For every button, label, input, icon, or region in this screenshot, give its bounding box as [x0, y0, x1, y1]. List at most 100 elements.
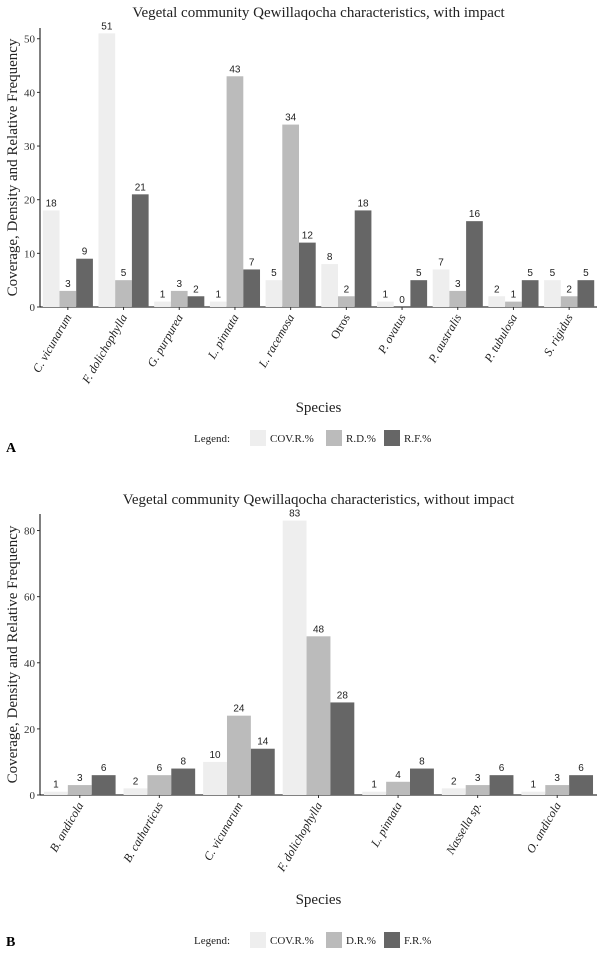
x-tick-label: P. ovatus [374, 311, 408, 356]
data-label: 12 [302, 231, 314, 242]
legend-item-label: R.F.% [404, 433, 431, 445]
data-label: 2 [451, 776, 457, 787]
bar [306, 636, 331, 795]
legend-swatch [250, 932, 266, 948]
data-label: 8 [419, 757, 425, 768]
bar [299, 242, 316, 307]
bar [577, 280, 595, 307]
bar [386, 781, 411, 795]
bar [171, 768, 196, 795]
data-label: 6 [157, 763, 163, 774]
data-label: 7 [249, 257, 255, 268]
bar [489, 775, 514, 795]
bar [362, 791, 387, 795]
bar [545, 785, 570, 795]
legend-swatch [250, 430, 266, 446]
data-label: 83 [289, 509, 301, 520]
bar [203, 761, 227, 795]
y-tick-label: 60 [24, 592, 36, 604]
data-label: 10 [209, 750, 221, 761]
bar [170, 290, 188, 307]
bar [115, 280, 132, 307]
bar [131, 194, 149, 307]
x-tick-label: L. pinnata [204, 312, 241, 363]
data-label: 0 [399, 295, 405, 306]
legend-swatch [384, 932, 400, 948]
bar [243, 269, 261, 307]
data-label: 1 [160, 290, 166, 301]
data-label: 8 [180, 757, 186, 768]
data-label: 48 [313, 624, 325, 635]
bar [123, 788, 148, 795]
data-label: 5 [527, 268, 533, 279]
bar [42, 210, 60, 307]
x-tick-label: C. vicunarum [201, 799, 246, 863]
x-tick-label: S. rigidus [541, 311, 576, 358]
x-tick-label: F. dolichophylla [79, 312, 131, 387]
data-label: 3 [455, 279, 461, 290]
panel-label: B [6, 935, 15, 950]
data-label: 2 [566, 284, 572, 295]
bar [250, 748, 275, 795]
x-tick-label: C. vicunarum [30, 311, 75, 375]
bar [265, 280, 283, 307]
bar [544, 280, 561, 307]
bar [466, 221, 483, 307]
data-label: 21 [135, 182, 147, 193]
data-label: 5 [550, 268, 556, 279]
data-label: 28 [337, 690, 349, 701]
data-label: 4 [395, 770, 401, 781]
data-label: 18 [357, 198, 369, 209]
x-axis-label: Species [296, 400, 342, 416]
data-label: 3 [554, 773, 560, 784]
y-tick-label: 30 [24, 141, 36, 153]
x-tick-label: G. purpurea [144, 312, 186, 370]
bar [91, 775, 116, 795]
bar [354, 210, 372, 307]
legend-swatch [326, 430, 342, 446]
bar [209, 301, 227, 307]
data-label: 51 [101, 21, 113, 32]
x-tick-label: L. pinnata [367, 800, 404, 851]
bar [226, 715, 251, 795]
bar [59, 290, 77, 307]
data-label: 1 [383, 290, 389, 301]
data-label: 16 [469, 209, 481, 220]
legend-title: Legend: [194, 433, 230, 445]
data-label: 18 [46, 198, 58, 209]
data-label: 3 [475, 773, 481, 784]
bar [441, 788, 466, 795]
y-tick-label: 20 [24, 195, 36, 207]
data-label: 6 [578, 763, 584, 774]
bar [154, 301, 171, 307]
bar [330, 702, 355, 795]
bar [282, 124, 300, 307]
bar [449, 290, 467, 307]
data-label: 34 [285, 113, 297, 124]
bar [282, 520, 307, 795]
data-label: 1 [511, 290, 517, 301]
x-tick-label: B. catharticus [120, 799, 166, 865]
chart-title: Vegetal community Qewillaqocha character… [123, 492, 515, 508]
legend-item-label: D.R.% [346, 935, 376, 947]
data-label: 5 [121, 268, 127, 279]
bar [67, 785, 92, 795]
x-tick-label: O. andicola [523, 800, 563, 856]
bar [569, 775, 594, 795]
y-tick-label: 0 [30, 302, 36, 314]
data-label: 5 [271, 268, 277, 279]
y-tick-label: 0 [30, 790, 36, 802]
bar [376, 301, 394, 307]
bar [76, 258, 93, 307]
data-label: 24 [233, 704, 245, 715]
data-label: 2 [494, 284, 500, 295]
data-label: 2 [133, 776, 139, 787]
data-label: 9 [82, 247, 88, 258]
y-tick-label: 20 [24, 724, 36, 736]
x-tick-label: Nassella sp. [443, 800, 485, 858]
x-tick-label: F. dolichophylla [274, 800, 326, 875]
chart-with-impact: Vegetal community Qewillaqocha character… [5, 5, 597, 456]
y-tick-label: 50 [24, 34, 36, 46]
bar [337, 296, 355, 307]
